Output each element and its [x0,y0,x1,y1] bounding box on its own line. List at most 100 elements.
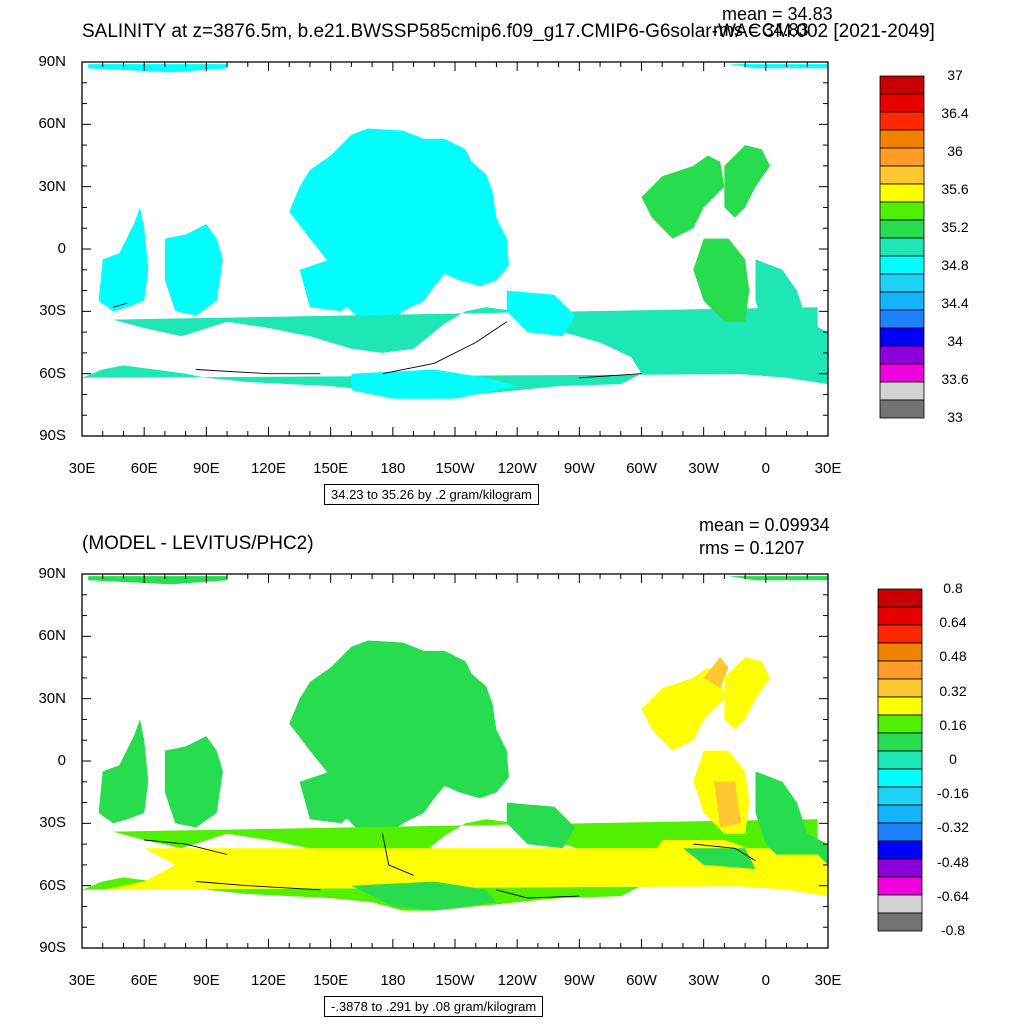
colorbar-label: 0.16 [939,716,967,733]
contour-line [579,373,642,379]
southern-ocean [82,819,818,911]
contour-line [382,321,508,375]
colorbar-box [877,750,923,770]
north-atlantic [641,667,725,751]
y-tick-label: 30S [39,814,66,832]
x-tick-label: 0 [761,972,770,989]
tasman-basin [299,771,362,824]
x-tick-label: 30W [688,460,720,477]
colorbar-label: 0.32 [939,682,967,699]
y-tick-label: 90N [38,53,66,70]
arctic-region [728,64,828,69]
x-tick-label: 30W [688,972,720,989]
colorbar-box [877,678,923,698]
y-tick-label: 60S [39,364,66,382]
south-pacific-basin [506,290,576,337]
colorbar-box [877,840,923,860]
colorbar-box [877,822,923,842]
x-tick-label: 150E [313,460,349,477]
contour-line [112,302,128,308]
colorbar-label: 0.8 [943,580,963,596]
y-tick-label: 30S [39,302,66,320]
colorbar-label: -0.48 [937,853,969,870]
colorbar-label: 36 [947,143,963,159]
x-tick-label: 60E [130,460,158,477]
colorbar-label: 35.6 [941,181,969,197]
south-atlantic [755,771,828,876]
colorbar-box [877,768,923,788]
southern-ocean-deep [351,369,518,399]
chart-title: SALINITY at z=3876.5m, b.e21.BWSSP585cmi… [82,21,935,42]
colorbar-box [877,912,923,932]
map-ticks [81,61,829,437]
colorbar-box [877,786,923,806]
atlantic-southern [641,840,828,897]
mean-stat: mean = 0.09934 [699,515,830,535]
rms-stat: rms = 0.1207 [699,538,805,558]
contour-info-box: 34.23 to 35.26 by .2 gram/kilogram [324,484,539,505]
colorbar-label: 34.8 [941,257,969,273]
x-tick-label: 180 [380,972,406,989]
x-tick-label: 120E [250,972,287,989]
indian-basin [98,719,149,824]
map-ticks [81,573,829,949]
contour-line [496,889,580,899]
arctic-region [88,64,228,73]
y-tick-label: 60S [39,876,66,894]
x-tick-label: 120E [250,460,287,477]
x-tick-label: 150W [435,460,475,477]
x-tick-label: 60W [626,972,657,989]
x-tick-label: 90W [563,972,595,989]
y-tick-label: 30N [38,689,66,707]
y-tick-label: 0 [57,752,66,769]
colorbar-box [877,714,923,734]
colorbar-label: 0.48 [939,648,967,665]
contour-info-box: -.3878 to .291 by .08 gram/kilogram [324,996,544,1017]
southern-ocean [82,307,818,399]
x-tick-label: 150W [435,972,475,989]
colorbar-box [877,894,923,914]
arctic-region [88,576,228,585]
colorbar-label: 33.6 [941,371,969,387]
southern-ocean-deep [351,881,497,911]
x-tick-label: 150E [313,972,349,989]
colorbar-label: 35.2 [941,219,969,235]
y-tick-label: 30N [38,177,66,195]
colorbar-box [877,804,923,824]
arctic-region [728,576,828,581]
contour-line [693,843,756,862]
colorbar-label: 34.4 [941,295,969,311]
indian-basin [164,736,223,828]
colorbar-box [877,732,923,752]
colorbar-label: -0.16 [937,785,969,802]
y-tick-label: 60N [38,627,66,645]
southern-ocean-positive [102,848,818,890]
x-tick-label: 30E [814,460,842,477]
north-atlantic-high [703,657,729,689]
difference-field [82,576,828,911]
colorbar-label: -0.8 [940,922,966,938]
y-tick-label: 0 [57,240,66,257]
y-tick-label: 60N [38,115,66,133]
south-atlantic-high [714,781,741,828]
south-atlantic [755,259,828,364]
mean-stat: mean = 34.83 [722,4,833,24]
x-tick-label: 90E [192,972,220,989]
x-tick-label: 90W [563,460,595,477]
south-pacific-basin [506,802,576,849]
contour-line [195,881,321,891]
x-tick-label: 180 [380,460,406,477]
rms-stat: rms = 34.83 [713,20,809,40]
indian-basin [164,224,223,316]
colorbar-box [877,858,923,878]
indian-basin [98,207,149,312]
x-tick-label: 60E [130,972,158,989]
x-tick-label: 30E [68,460,96,477]
contour-line [382,833,414,876]
x-tick-label: 30E [68,972,96,989]
colorbar-box [877,606,923,626]
x-tick-label: 90E [192,460,220,477]
